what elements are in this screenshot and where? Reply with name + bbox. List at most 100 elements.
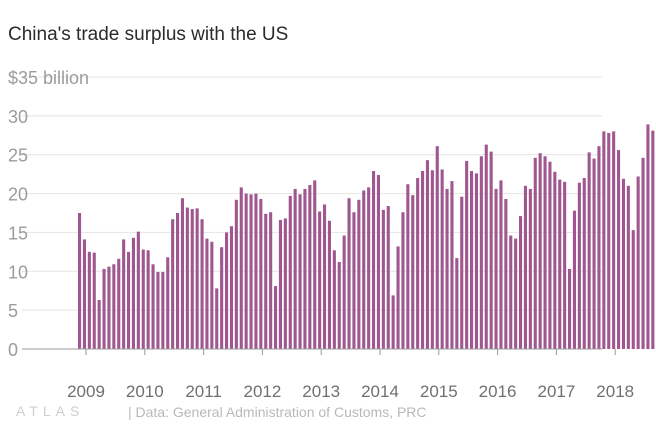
bar: [122, 239, 126, 349]
bar: [259, 199, 263, 349]
x-tick-label: 2012: [243, 382, 281, 401]
x-tick-label: 2013: [302, 382, 340, 401]
bar: [127, 251, 131, 349]
bar: [479, 156, 483, 349]
bar: [460, 196, 464, 349]
bar: [337, 261, 341, 349]
bar: [533, 157, 537, 349]
bar: [293, 188, 297, 349]
bar: [288, 195, 292, 349]
x-tick-label: 2014: [361, 382, 399, 401]
x-tick-label: 2017: [537, 382, 575, 401]
bar: [136, 231, 140, 349]
bar: [367, 187, 371, 349]
bar: [347, 198, 351, 349]
bar: [519, 216, 523, 349]
bar: [568, 268, 572, 349]
bar: [543, 156, 547, 349]
bar: [161, 272, 165, 349]
bar: [269, 212, 273, 349]
bar: [651, 130, 655, 349]
bar: [381, 209, 385, 349]
y-tick-label: 5: [8, 301, 18, 321]
bar: [278, 219, 282, 349]
bar: [303, 188, 307, 349]
x-tick-label: 2011: [185, 382, 222, 401]
bar: [372, 171, 376, 349]
bar: [283, 218, 287, 349]
atlas-logo: ATLAS: [16, 403, 85, 419]
bar: [445, 188, 449, 349]
bar: [401, 212, 405, 349]
bar: [391, 295, 395, 349]
bar: [607, 132, 611, 349]
y-axis-tick-labels: 0 5 10 15 20 25 30 $35 billion: [8, 68, 89, 360]
bar: [572, 210, 576, 349]
bar: [421, 171, 425, 349]
y-tick-label: $35 billion: [8, 68, 89, 88]
x-axis: [22, 348, 616, 355]
bar: [538, 153, 542, 349]
bar: [484, 144, 488, 349]
y-tick-label: 30: [8, 107, 28, 127]
bar: [254, 193, 258, 349]
bar: [151, 264, 155, 349]
bar: [220, 247, 224, 349]
bar: [592, 158, 596, 349]
bar: [200, 219, 204, 349]
x-axis-tick-labels: 2009 2010 2011 2012 2013 2014 2015 2016 2017 2018…: [67, 382, 656, 401]
y-tick-label: 25: [8, 146, 28, 166]
bar: [612, 131, 616, 349]
bar: [195, 208, 199, 349]
bar: [87, 251, 91, 349]
y-tick-label: 20: [8, 185, 28, 205]
bar: [411, 195, 415, 349]
bar: [92, 252, 96, 349]
bar: [465, 160, 469, 349]
bar: [499, 180, 503, 349]
bar: [528, 188, 532, 349]
x-tick-label: 2018: [596, 382, 634, 401]
bar: [553, 171, 557, 349]
bar: [146, 250, 150, 349]
bar: [631, 230, 635, 349]
bar: [362, 190, 366, 349]
bar: [602, 131, 606, 349]
bar: [352, 212, 356, 349]
footer: ATLAS | Data: General Administration of …: [16, 403, 427, 420]
bar: [523, 185, 527, 349]
bar: [327, 220, 331, 349]
bar: [82, 239, 86, 349]
bar: [504, 199, 508, 349]
bar: [131, 237, 135, 349]
data-source: | Data: General Administration of Custom…: [128, 404, 427, 420]
bar: [548, 161, 552, 349]
bar: [435, 146, 439, 349]
bar: [357, 199, 361, 349]
bar: [621, 178, 625, 349]
bar: [474, 173, 478, 349]
bar: [156, 272, 160, 349]
bar: [636, 176, 640, 349]
bar: [313, 180, 317, 349]
bar: [264, 213, 268, 349]
bar: [185, 207, 189, 349]
bar: [318, 211, 322, 349]
bar: [171, 219, 175, 349]
x-tick-label: 2015: [420, 382, 458, 401]
bar: [308, 185, 312, 349]
x-tick-label: 2009: [67, 382, 105, 401]
bar: [489, 151, 493, 349]
bar: [229, 226, 233, 349]
bar: [117, 258, 121, 349]
bar: [416, 178, 420, 349]
bar: [239, 187, 243, 349]
bar: [249, 194, 253, 349]
bar: [102, 268, 106, 349]
bar: [107, 266, 111, 349]
bar: [78, 213, 82, 349]
bar: [597, 146, 601, 349]
bar: [386, 206, 390, 349]
y-tick-label: 10: [8, 262, 28, 282]
bar: [298, 194, 302, 349]
